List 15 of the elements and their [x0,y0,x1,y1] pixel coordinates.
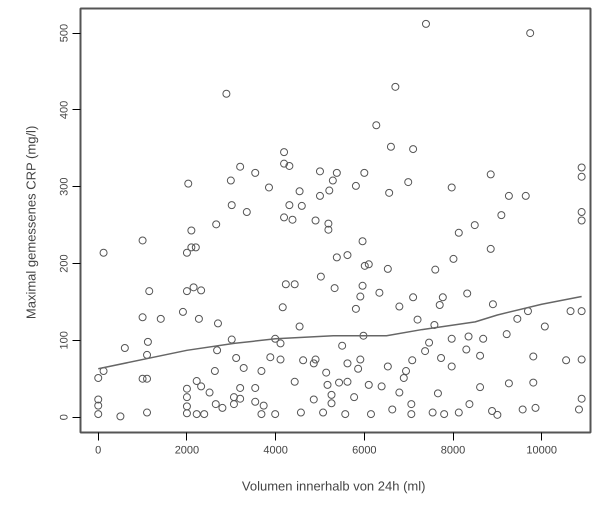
y-tick-label: 200 [58,254,70,273]
x-tick-label: 4000 [263,444,288,456]
y-axis-title: Maximal gemessenes CRP (mg/l) [24,126,38,320]
line-series [97,296,582,370]
y-tick-label: 400 [58,100,70,120]
y-tick-label: 500 [58,24,70,42]
y-tick-label: 100 [58,331,70,350]
x-tick-label: 6000 [352,444,377,456]
x-axis-title: Volumen innerhalb von 24h (ml) [242,478,426,494]
x-tick-label: 0 [95,444,102,456]
y-tick-label: 0 [58,414,70,420]
x-tick-label: 8000 [440,444,466,456]
x-tick-label: 10000 [526,444,558,456]
y-tick-label: 300 [58,178,70,196]
x-tick-label: 2000 [174,444,200,456]
